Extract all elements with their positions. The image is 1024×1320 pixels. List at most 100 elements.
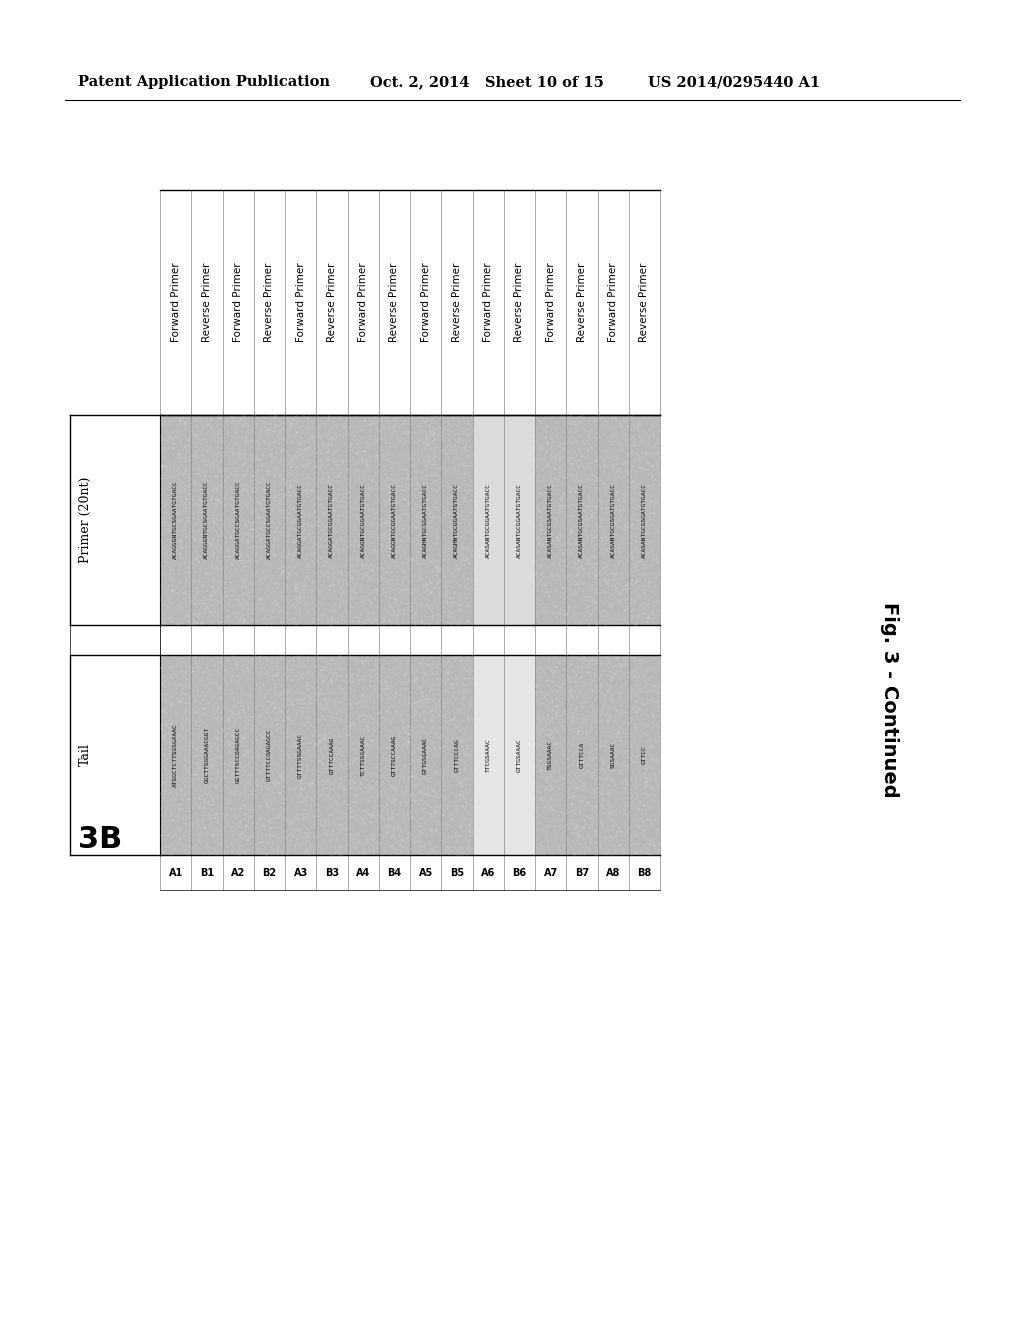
Bar bbox=[566, 414, 597, 624]
Text: B2: B2 bbox=[262, 867, 276, 878]
Text: A5: A5 bbox=[419, 867, 433, 878]
Bar bbox=[160, 190, 191, 414]
Bar bbox=[472, 414, 504, 624]
Text: GTTTCCAAAG: GTTTCCAAAG bbox=[330, 737, 335, 774]
Bar bbox=[504, 624, 535, 655]
Bar bbox=[379, 414, 410, 624]
Text: ACASANTGCGGAATGTGACC: ACASANTGCGGAATGTGACC bbox=[485, 483, 490, 557]
Text: B6: B6 bbox=[512, 867, 526, 878]
Text: GTTTTCCOAGAGCC: GTTTTCCOAGAGCC bbox=[267, 729, 272, 781]
Text: TTCGSAAAC: TTCGSAAAC bbox=[485, 738, 490, 772]
Bar bbox=[410, 414, 441, 624]
Text: ACAGGGNTGCSGAATGTGACC: ACAGGGNTGCSGAATGTGACC bbox=[173, 480, 178, 560]
Bar bbox=[379, 655, 410, 855]
Text: A7: A7 bbox=[544, 867, 558, 878]
Text: Reverse Primer: Reverse Primer bbox=[327, 263, 337, 342]
Text: ACASANTGCGSAATGTGACC: ACASANTGCGSAATGTGACC bbox=[580, 483, 585, 557]
Text: ACASANTGCGSGATGTGACC: ACASANTGCGSGATGTGACC bbox=[610, 483, 615, 557]
Bar bbox=[222, 190, 254, 414]
Text: A3: A3 bbox=[294, 867, 308, 878]
Bar bbox=[191, 190, 222, 414]
Bar bbox=[347, 414, 379, 624]
Text: ACAGGGNTGCSGAATGTGACC: ACAGGGNTGCSGAATGTGACC bbox=[205, 480, 209, 560]
Bar bbox=[535, 655, 566, 855]
Bar bbox=[285, 655, 316, 855]
Bar bbox=[222, 624, 254, 655]
Bar bbox=[504, 414, 535, 624]
Bar bbox=[347, 655, 379, 855]
Bar bbox=[535, 414, 566, 624]
Text: Reverse Primer: Reverse Primer bbox=[389, 263, 399, 342]
Text: GTTTSCCAAAG: GTTTSCCAAAG bbox=[392, 734, 397, 776]
Text: ACAGHNTGCGGAATGTGACC: ACAGHNTGCGGAATGTGACC bbox=[455, 483, 460, 557]
Text: Forward Primer: Forward Primer bbox=[483, 263, 494, 342]
Text: ACAGGATGCGGAATGTGACC: ACAGGATGCGGAATGTGACC bbox=[298, 483, 303, 557]
Bar bbox=[597, 190, 629, 414]
Bar bbox=[629, 414, 660, 624]
Bar bbox=[222, 655, 254, 855]
Text: ACAGHNTGCGGAATGTGACC: ACAGHNTGCGGAATGTGACC bbox=[423, 483, 428, 557]
Bar bbox=[347, 190, 379, 414]
Text: ACASANTGCGSAATGTGACC: ACASANTGCGSAATGTGACC bbox=[548, 483, 553, 557]
Bar bbox=[222, 414, 254, 624]
Text: B1: B1 bbox=[200, 867, 214, 878]
Bar bbox=[410, 624, 441, 655]
Bar bbox=[285, 190, 316, 414]
Text: A2: A2 bbox=[231, 867, 246, 878]
Bar bbox=[441, 190, 472, 414]
Bar bbox=[379, 190, 410, 414]
Bar bbox=[629, 190, 660, 414]
Text: A1: A1 bbox=[169, 867, 182, 878]
Bar bbox=[504, 655, 535, 855]
Bar bbox=[472, 624, 504, 655]
Text: Forward Primer: Forward Primer bbox=[546, 263, 556, 342]
Text: Primer (20nt): Primer (20nt) bbox=[79, 477, 91, 564]
Text: GTTGSGAAAC: GTTGSGAAAC bbox=[423, 737, 428, 774]
Bar bbox=[70, 655, 160, 855]
Text: GTTTCCCAG: GTTTCCCAG bbox=[455, 738, 460, 772]
Bar bbox=[191, 624, 222, 655]
Text: Tail: Tail bbox=[79, 743, 91, 767]
Bar bbox=[410, 190, 441, 414]
Bar bbox=[347, 624, 379, 655]
Text: Oct. 2, 2014   Sheet 10 of 15: Oct. 2, 2014 Sheet 10 of 15 bbox=[370, 75, 604, 88]
Bar bbox=[191, 414, 222, 624]
Bar bbox=[410, 655, 441, 855]
Bar bbox=[379, 624, 410, 655]
Bar bbox=[254, 414, 285, 624]
Text: Fig. 3 - Continued: Fig. 3 - Continued bbox=[881, 602, 899, 797]
Bar bbox=[316, 190, 347, 414]
Bar bbox=[472, 414, 504, 624]
Bar bbox=[472, 655, 504, 855]
Bar bbox=[597, 414, 629, 624]
Text: B8: B8 bbox=[637, 867, 651, 878]
Text: GGCTTSGGAAACGGT: GGCTTSGGAAACGGT bbox=[205, 727, 209, 783]
Text: GTTTTSSGAAAC: GTTTTSSGAAAC bbox=[298, 733, 303, 777]
Bar bbox=[316, 624, 347, 655]
Text: Reverse Primer: Reverse Primer bbox=[452, 263, 462, 342]
Bar bbox=[629, 655, 660, 855]
Bar bbox=[285, 414, 316, 624]
Text: ACAGGATGCCSGAATGTGACC: ACAGGATGCCSGAATGTGACC bbox=[267, 480, 272, 560]
Text: 3B: 3B bbox=[78, 825, 122, 854]
Bar bbox=[441, 655, 472, 855]
Bar bbox=[504, 655, 535, 855]
Text: ACAGGATGCCSGAATGTGACC: ACAGGATGCCSGAATGTGACC bbox=[236, 480, 241, 560]
Text: Reverse Primer: Reverse Primer bbox=[577, 263, 587, 342]
Bar bbox=[160, 624, 191, 655]
Text: Reverse Primer: Reverse Primer bbox=[639, 263, 649, 342]
Text: Forward Primer: Forward Primer bbox=[233, 263, 243, 342]
Bar bbox=[191, 655, 222, 855]
Text: ACAGGATGCGGAATGTGACC: ACAGGATGCGGAATGTGACC bbox=[330, 483, 335, 557]
Text: GTTCC: GTTCC bbox=[642, 746, 647, 764]
Text: Forward Primer: Forward Primer bbox=[296, 263, 305, 342]
Bar bbox=[254, 624, 285, 655]
Bar bbox=[566, 655, 597, 855]
Bar bbox=[566, 624, 597, 655]
Text: B3: B3 bbox=[325, 867, 339, 878]
Text: US 2014/0295440 A1: US 2014/0295440 A1 bbox=[648, 75, 820, 88]
Bar bbox=[629, 624, 660, 655]
Bar bbox=[535, 190, 566, 414]
Bar bbox=[160, 414, 191, 624]
Text: ACAGGNTGCGGAATGTGACC: ACAGGNTGCGGAATGTGACC bbox=[392, 483, 397, 557]
